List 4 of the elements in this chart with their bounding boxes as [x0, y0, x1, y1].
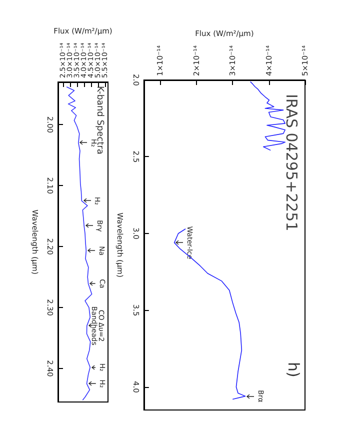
annotation: h)	[284, 362, 302, 378]
annotation: K-band Spectra	[94, 86, 104, 154]
text: IRAS 04295+2251	[282, 94, 300, 232]
line-series	[174, 228, 246, 400]
